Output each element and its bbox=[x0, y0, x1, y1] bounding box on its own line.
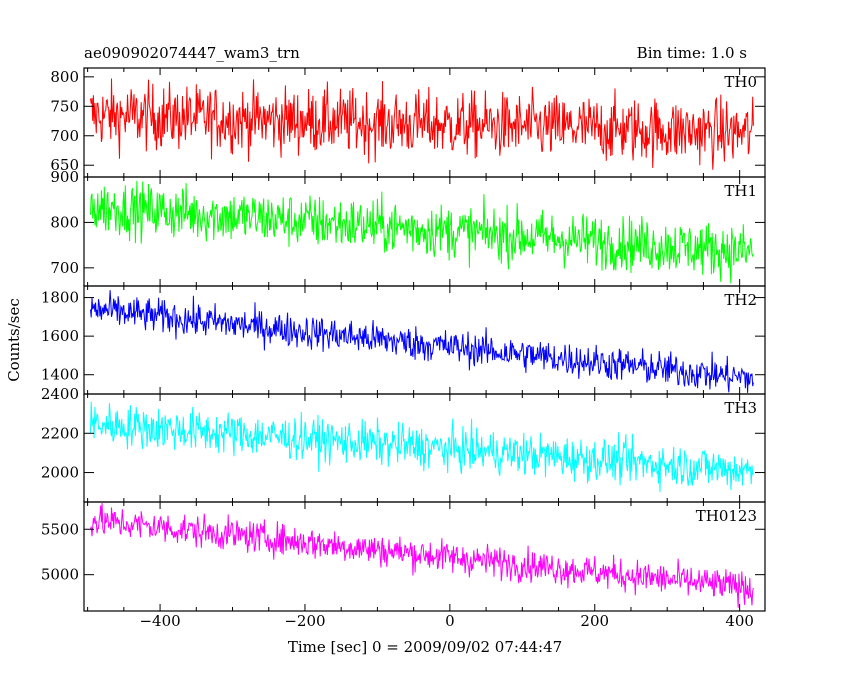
y-tick-label: 5000 bbox=[41, 566, 79, 584]
y-tick-label: 800 bbox=[50, 68, 79, 86]
series-th0 bbox=[90, 78, 754, 170]
x-tick-label: −400 bbox=[139, 612, 180, 630]
y-tick-label: 1600 bbox=[41, 327, 79, 345]
y-tick-label: 5500 bbox=[41, 520, 79, 538]
y-tick-label: 900 bbox=[50, 168, 79, 186]
series-th2 bbox=[90, 290, 754, 393]
y-tick-label: 1400 bbox=[41, 366, 79, 384]
x-tick-label: 0 bbox=[445, 612, 455, 630]
y-tick-label: 700 bbox=[50, 259, 79, 277]
panel-label-th3: TH3 bbox=[724, 399, 757, 417]
y-tick-label: 2200 bbox=[41, 424, 79, 442]
y-tick-label: 800 bbox=[50, 213, 79, 231]
series-th3 bbox=[90, 401, 754, 493]
x-tick-label: −200 bbox=[284, 612, 325, 630]
panel-label-th1: TH1 bbox=[724, 182, 757, 200]
y-tick-label: 750 bbox=[50, 97, 79, 115]
y-tick-label: 2400 bbox=[41, 385, 79, 403]
chart-title: ae090902074447_wam3_trn bbox=[84, 44, 300, 62]
panel-label-th0: TH0 bbox=[724, 73, 757, 91]
panel-frame-th3 bbox=[83, 393, 766, 503]
x-tick-label: 400 bbox=[725, 612, 754, 630]
series-th0123 bbox=[90, 502, 754, 608]
bin-time-label: Bin time: 1.0 s bbox=[636, 44, 747, 62]
y-tick-label: 1800 bbox=[41, 289, 79, 307]
panel-label-th0123: TH0123 bbox=[696, 507, 757, 525]
y-tick-label: 700 bbox=[50, 127, 79, 145]
x-axis-label: Time [sec] 0 = 2009/09/02 07:44:47 bbox=[287, 638, 563, 656]
series-th1 bbox=[90, 180, 754, 284]
y-tick-label: 2000 bbox=[41, 464, 79, 482]
panel-label-th2: TH2 bbox=[724, 291, 757, 309]
panel-frame-th0123 bbox=[83, 501, 766, 612]
x-tick-label: 200 bbox=[580, 612, 609, 630]
y-tick-label: 650 bbox=[50, 156, 79, 174]
